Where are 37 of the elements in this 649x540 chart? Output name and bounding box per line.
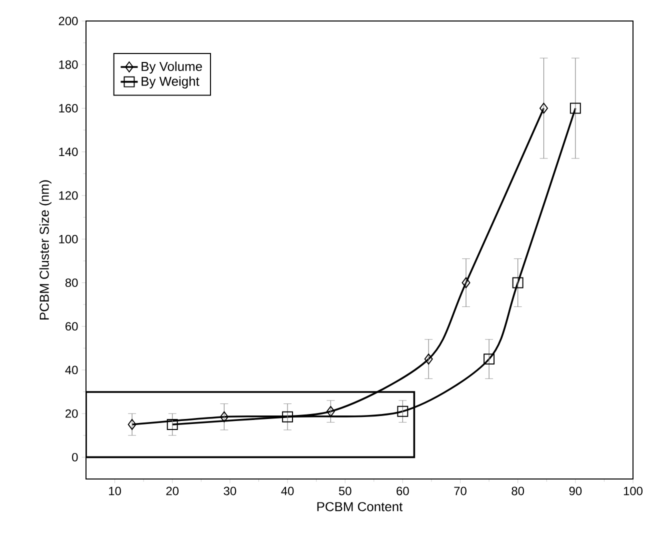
point <box>570 102 581 114</box>
point <box>424 354 433 365</box>
point <box>128 418 136 430</box>
point <box>462 277 470 288</box>
x-tick-label: 30 <box>224 486 236 496</box>
y-tick-label: 120 <box>59 191 78 200</box>
x-tick-label: 80 <box>512 486 524 496</box>
point <box>326 406 335 417</box>
x-tick-label: 60 <box>396 486 409 496</box>
point <box>397 406 408 417</box>
y-tick-label: 140 <box>59 148 78 156</box>
x-tick-label: 10 <box>109 486 121 496</box>
y-tick-label: 20 <box>66 409 78 418</box>
y-tick-label: 80 <box>65 278 78 287</box>
point <box>512 277 524 288</box>
point <box>166 418 178 430</box>
y-tick-label: 0 <box>72 452 78 462</box>
x-tick-label: 20 <box>166 486 179 496</box>
y-tick-label: 40 <box>65 366 78 374</box>
y-tick-label: 180 <box>59 60 78 69</box>
x-axis-title: PCBM Content <box>317 502 403 512</box>
y-axis-title: PCBM Cluster Size (nm) <box>39 180 52 320</box>
x-tick-label: 90 <box>569 486 582 496</box>
point <box>540 102 548 114</box>
x-tick-label: 50 <box>338 486 352 496</box>
y-tick-label: 100 <box>59 234 78 244</box>
point <box>484 354 495 365</box>
x-tick-label: 40 <box>281 486 294 496</box>
legend-label: By Volume <box>142 62 202 74</box>
y-tick-label: 60 <box>66 322 78 331</box>
legend-label: By Weight <box>142 76 200 88</box>
point <box>220 411 228 422</box>
point <box>282 411 294 422</box>
x-tick-label: 100 <box>624 486 643 496</box>
y-tick-label: 200 <box>58 16 78 26</box>
y-tick-label: 160 <box>59 104 78 112</box>
x-tick-label: 70 <box>454 486 466 496</box>
